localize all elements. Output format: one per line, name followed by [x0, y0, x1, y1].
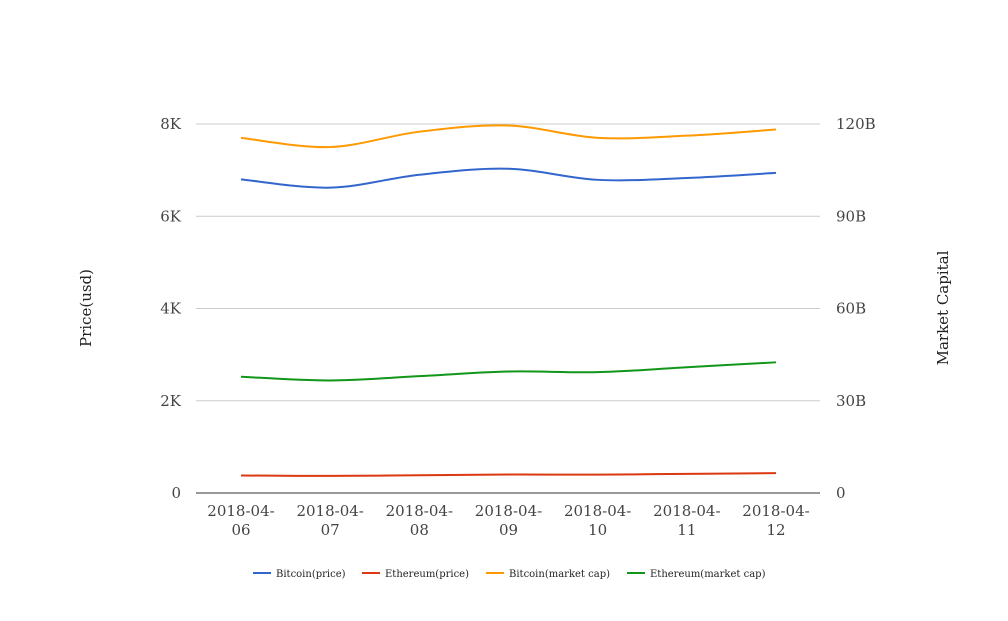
legend-label: Ethereum(price) [385, 569, 469, 580]
left-tick-label: 4K [160, 300, 182, 318]
left-tick-label: 8K [160, 115, 182, 133]
right-axis-ticks: 0 30B 60B 90B 120B [836, 115, 876, 502]
series-line-ethereum-market-cap [240, 361, 777, 382]
x-tick-label: 2018-04-11 [653, 502, 720, 539]
legend-label: Bitcoin(market cap) [509, 569, 610, 580]
legend-item-ethereum-price[interactable]: Ethereum(price) [362, 569, 469, 580]
x-tick-label: 2018-04-06 [207, 502, 274, 539]
gridlines [196, 123, 820, 494]
legend-item-ethereum-market-cap[interactable]: Ethereum(market cap) [627, 569, 766, 580]
x-axis-ticks: 2018-04-06 2018-04-07 2018-04-08 2018-04-09… [207, 502, 809, 539]
right-tick-label: 90B [836, 207, 866, 225]
right-tick-label: 30B [836, 392, 866, 410]
left-axis-ticks: 0 2K 4K 6K 8K [160, 115, 182, 502]
series-line-bitcoin-market-cap [240, 124, 777, 149]
legend-item-bitcoin-price[interactable]: Bitcoin(price) [253, 569, 346, 580]
right-tick-label: 60B [836, 300, 866, 318]
x-tick-label: 2018-04-08 [386, 502, 453, 539]
legend-label: Ethereum(market cap) [650, 569, 766, 580]
legend-label: Bitcoin(price) [276, 569, 346, 580]
x-tick-label: 2018-04-10 [564, 502, 631, 539]
left-tick-label: 2K [160, 392, 182, 410]
x-tick-label: 2018-04-07 [296, 502, 363, 539]
right-tick-label: 0 [836, 484, 846, 502]
x-tick-label: 2018-04-12 [742, 502, 809, 539]
x-tick-label: 2018-04-09 [475, 502, 542, 539]
series-line-ethereum-price [240, 472, 777, 477]
right-tick-label: 120B [836, 115, 876, 133]
left-tick-label: 6K [160, 207, 182, 225]
legend-item-bitcoin-market-cap[interactable]: Bitcoin(market cap) [486, 569, 610, 580]
left-axis-title: Price(usd) [77, 269, 95, 347]
left-tick-label: 0 [171, 484, 181, 502]
series-lines [240, 124, 777, 477]
right-axis-title: Market Capital [934, 250, 952, 365]
series-line-bitcoin-price [240, 167, 777, 189]
legend: Bitcoin(price) Ethereum(price) Bitcoin(mar… [253, 569, 766, 580]
